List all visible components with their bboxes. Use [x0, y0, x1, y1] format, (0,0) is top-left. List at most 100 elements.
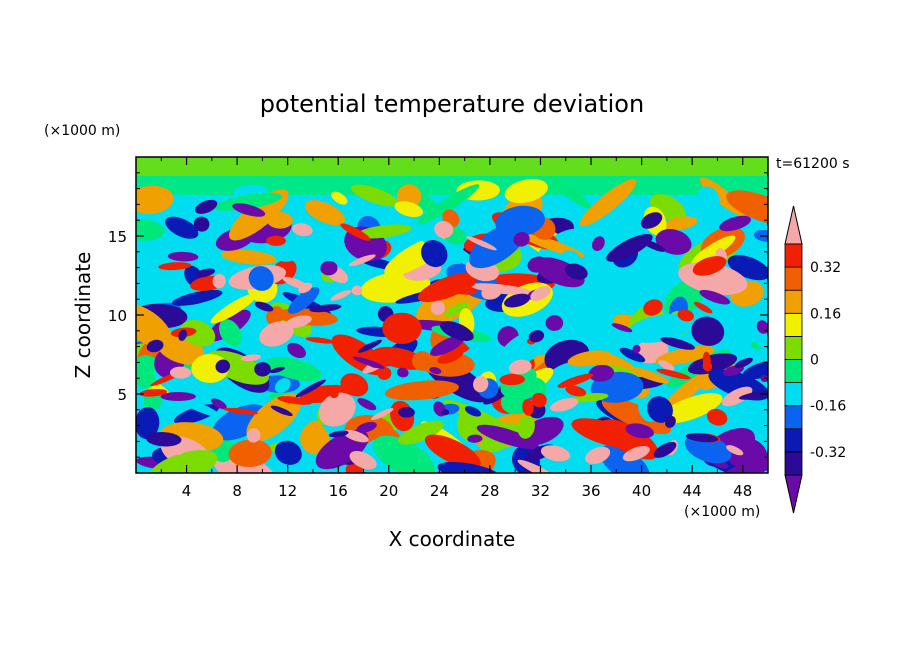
field-contour-blob: [691, 316, 725, 346]
field-contour-blob: [691, 235, 736, 266]
field-contour-blob: [274, 440, 302, 465]
field-contour-blob: [641, 261, 664, 281]
field-contour-core: [266, 235, 286, 246]
field-contour-core: [429, 367, 442, 375]
field-blobs: [136, 157, 768, 473]
field-contour-blob: [687, 353, 737, 375]
field-contour-blob: [655, 345, 715, 366]
field-contour-blob: [274, 378, 291, 393]
field-contour-blob: [304, 420, 324, 439]
field-contour-core: [139, 388, 168, 397]
field-contour-blob: [599, 444, 650, 473]
colorbar: -0.32 -0.16 0 0.16 0.32: [784, 205, 846, 514]
field-contour-core: [643, 299, 663, 316]
field-contour-blob: [464, 406, 482, 417]
field-contour-blob: [444, 302, 470, 317]
field-contour-core: [287, 342, 306, 359]
y-tick-label: 5: [117, 386, 127, 404]
field-contour-core: [195, 268, 216, 278]
field-contour-blob: [659, 393, 723, 424]
field-contour-core: [437, 349, 464, 364]
x-axis-label: X coordinate: [389, 527, 516, 551]
field-contour-core: [557, 373, 594, 388]
colorbar-extend-min: [784, 474, 803, 514]
field-contour-core: [377, 367, 392, 380]
field-contour-core: [660, 337, 695, 350]
field-contour-blob: [266, 211, 293, 229]
colorbar-bin: [784, 428, 803, 453]
plot-area: [135, 156, 769, 474]
field-contour-blob: [136, 218, 165, 241]
field-contour-core: [721, 386, 753, 407]
field-contour-core: [441, 409, 450, 416]
field-contour-core: [460, 288, 474, 295]
field-contour-core: [330, 390, 339, 399]
x-tick-label: 4: [182, 482, 192, 500]
field-contour-blob: [351, 184, 399, 207]
field-contour-blob: [476, 424, 539, 449]
field-contour-core: [545, 315, 564, 331]
field-contour-blob: [193, 216, 210, 232]
field-contour-blob: [726, 190, 768, 226]
field-contour-core: [430, 300, 445, 316]
field-contour-blob: [590, 244, 608, 274]
field-contour-core: [309, 304, 342, 313]
y-tick-label: 10: [108, 307, 127, 325]
field-contour-blob: [210, 293, 257, 324]
field-contour-core: [370, 408, 394, 420]
field-contour-core: [320, 260, 338, 276]
field-contour-blob: [382, 312, 422, 344]
field-contour-blob: [661, 370, 713, 412]
colorbar-bin: [784, 359, 803, 384]
y-unit-label: (×1000 m): [44, 123, 120, 139]
field-contour-blob: [412, 351, 432, 371]
colorbar-bin: [784, 405, 803, 430]
field-contour-core: [343, 429, 369, 443]
field-contour-core: [357, 398, 377, 411]
field-contour-blob: [647, 396, 673, 423]
field-contour-blob: [349, 451, 377, 470]
field-contour-core: [726, 445, 744, 456]
field-contour-core: [175, 447, 189, 455]
field-contour-blob: [248, 266, 274, 291]
field-contour-core: [522, 398, 534, 416]
field-contour-core: [694, 301, 713, 314]
field-contour-core: [277, 396, 312, 405]
field-contour-core: [284, 315, 312, 329]
field-contour-core: [358, 339, 383, 353]
field-contour-blob: [655, 229, 692, 255]
field-contour-blob: [662, 216, 698, 231]
field-contour-blob: [517, 414, 535, 439]
field-contour-core: [499, 373, 525, 386]
field-contour-core: [592, 236, 605, 252]
field-contour-blob: [288, 287, 320, 314]
field-contour-blob: [221, 249, 277, 265]
field-contour-core: [254, 362, 271, 377]
colorbar-tick-label: 0.32: [810, 260, 841, 276]
field-contour-core: [146, 432, 182, 447]
field-contour-blob: [318, 392, 356, 427]
y-tick-label: 15: [108, 228, 127, 246]
time-label: t=61200 s: [776, 156, 850, 172]
colorbar-bin: [784, 335, 803, 360]
field-contour-blob: [246, 393, 302, 442]
field-contour-core: [269, 366, 285, 374]
field-contour-core: [653, 441, 677, 458]
field-contour-blob: [504, 178, 548, 204]
field-contour-core: [467, 434, 483, 443]
field-contour-blob: [373, 435, 436, 473]
field-contour-core: [527, 256, 548, 273]
field-contour-core: [240, 354, 262, 362]
field-contour-blob: [219, 319, 242, 347]
field-contour-blob: [697, 186, 720, 214]
field-contour-core: [169, 366, 192, 379]
field-contour-core: [295, 379, 326, 398]
field-contour-blob: [266, 357, 323, 382]
field-contour-core: [656, 368, 691, 380]
field-contour-core: [504, 293, 531, 308]
x-tick-label: 16: [329, 482, 348, 500]
x-tick-label: 24: [430, 482, 449, 500]
x-tick-label: 40: [632, 482, 651, 500]
field-contour-core: [270, 405, 293, 417]
field-contour-core: [540, 445, 571, 462]
